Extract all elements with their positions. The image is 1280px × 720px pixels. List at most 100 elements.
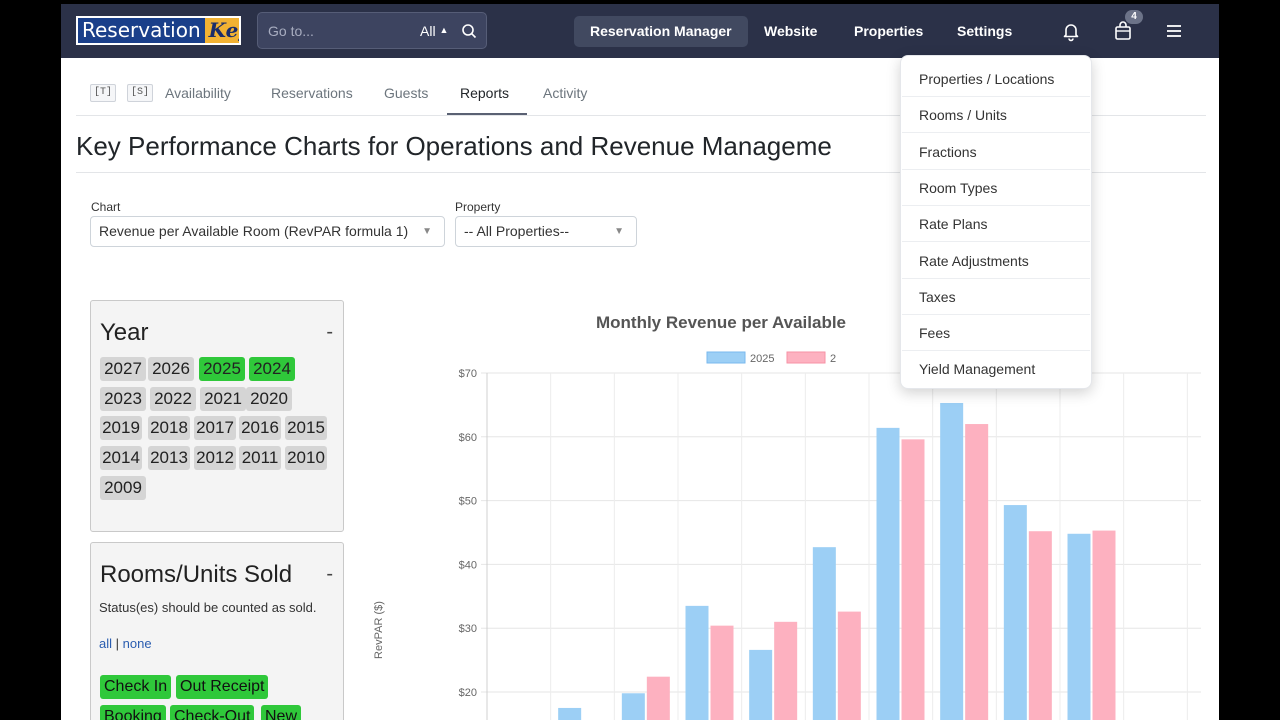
status-check-in[interactable]: Check In	[100, 675, 172, 699]
tab-reports[interactable]: Reports	[460, 85, 510, 101]
page-title: Key Performance Charts for Operations an…	[76, 131, 832, 161]
goto-scope-label: All	[420, 23, 436, 39]
bar-2024-7[interactable]	[901, 439, 925, 720]
menu-item-fees[interactable]: Fees	[902, 315, 1090, 352]
y-tick-label: $20	[459, 687, 477, 699]
chevron-down-icon: ▼	[614, 226, 624, 237]
section-tabs: [T] [S] Availability Reservations Guests…	[61, 58, 1219, 116]
chart-select[interactable]: Revenue per Available Room (RevPAR formu…	[90, 216, 445, 247]
menu-item-properties-locations[interactable]: Properties / Locations	[902, 61, 1090, 97]
tab-guests[interactable]: Guests	[384, 85, 429, 101]
select-all-link[interactable]: all	[99, 636, 113, 651]
divider	[76, 172, 1206, 173]
status-booking[interactable]: Booking	[100, 705, 166, 720]
y-tick-label: $30	[459, 623, 477, 635]
bar-2024-5[interactable]	[774, 621, 798, 720]
logo-text-part1: Reservation	[78, 18, 205, 43]
goto-scope-dropdown[interactable]: All ▲	[420, 23, 448, 39]
year-button-2021[interactable]: 2021	[200, 387, 246, 411]
revpar-bar-chart: Monthly Revenue per Available 2025 2 Rev…	[373, 313, 1201, 720]
year-button-2011[interactable]: 2011	[239, 446, 281, 470]
tab-reservations[interactable]: Reservations	[271, 85, 353, 101]
year-button-2013[interactable]: 2013	[148, 446, 190, 470]
bar-2024-10[interactable]	[1092, 530, 1116, 720]
menu-item-taxes[interactable]: Taxes	[902, 279, 1090, 315]
year-button-2015[interactable]: 2015	[285, 416, 327, 440]
shortcut-key-t: [T]	[90, 84, 117, 102]
menu-item-rate-plans[interactable]: Rate Plans	[902, 206, 1090, 243]
bar-2025-10[interactable]	[1067, 533, 1091, 720]
year-button-2017[interactable]: 2017	[194, 416, 236, 440]
menu-item-rate-adjustments[interactable]: Rate Adjustments	[902, 243, 1090, 279]
year-button-2018[interactable]: 2018	[148, 416, 190, 440]
nav-website[interactable]: Website	[764, 23, 818, 39]
year-panel-collapse-button[interactable]: -	[326, 321, 333, 343]
tab-availability[interactable]: Availability	[165, 85, 231, 101]
year-button-2025[interactable]: 2025	[199, 357, 245, 381]
bar-2025-8[interactable]	[940, 402, 964, 720]
bar-2024-9[interactable]	[1028, 531, 1052, 720]
menu-item-yield-management[interactable]: Yield Management	[919, 361, 1036, 378]
hamburger-menu-icon[interactable]	[1163, 20, 1185, 42]
status-new[interactable]: New	[261, 705, 302, 720]
units-panel-collapse-button[interactable]: -	[326, 563, 333, 585]
year-panel-title: Year	[100, 319, 149, 346]
search-icon[interactable]	[461, 23, 477, 39]
year-button-2026[interactable]: 2026	[148, 357, 194, 381]
cart-icon[interactable]	[1112, 20, 1134, 42]
cart-count-badge: 4	[1125, 10, 1143, 24]
bell-icon[interactable]	[1060, 20, 1082, 42]
year-button-2014[interactable]: 2014	[100, 446, 142, 470]
year-button-2024[interactable]: 2024	[249, 357, 295, 381]
menu-item-fractions[interactable]: Fractions	[902, 134, 1090, 170]
year-button-2012[interactable]: 2012	[194, 446, 236, 470]
menu-item-rooms-units[interactable]: Rooms / Units	[902, 97, 1090, 134]
logo-text-part2: Key	[204, 18, 239, 43]
legend-label-2024: 2	[830, 353, 836, 365]
y-tick-label: $40	[459, 559, 477, 571]
bar-2025-2[interactable]	[558, 707, 582, 720]
bar-2025-4[interactable]	[685, 605, 709, 720]
units-panel-title: Rooms/Units Sold	[100, 561, 293, 588]
year-button-2027[interactable]: 2027	[100, 357, 146, 381]
year-button-2009[interactable]: 2009	[100, 476, 146, 500]
shortcut-key-s: [S]	[127, 84, 154, 102]
chart-select-value: Revenue per Available Room (RevPAR formu…	[99, 223, 409, 239]
tab-activity[interactable]: Activity	[543, 85, 588, 101]
bar-2025-9[interactable]	[1003, 505, 1027, 720]
nav-reservation-manager[interactable]: Reservation Manager	[574, 16, 748, 47]
logo[interactable]: Reservation Key	[76, 16, 241, 45]
select-none-link[interactable]: none	[122, 636, 152, 651]
units-panel-description: Status(es) should be counted as sold.	[99, 600, 317, 615]
nav-settings[interactable]: Settings	[957, 23, 1013, 39]
units-sold-panel: Rooms/Units Sold - Status(es) should be …	[90, 542, 344, 720]
year-button-2019[interactable]: 2019	[100, 416, 142, 440]
link-separator: |	[115, 636, 120, 651]
y-tick-label: $50	[459, 496, 477, 508]
nav-properties[interactable]: Properties	[854, 23, 924, 39]
bar-2025-5[interactable]	[749, 649, 773, 720]
year-button-2016[interactable]: 2016	[239, 416, 281, 440]
chart-title: Monthly Revenue per Available	[596, 313, 846, 332]
year-button-2022[interactable]: 2022	[150, 387, 196, 411]
chart-select-label: Chart	[91, 200, 121, 214]
status-out-receipt[interactable]: Out Receipt	[176, 675, 269, 699]
chevron-down-icon: ▼	[422, 226, 432, 237]
year-button-2020[interactable]: 2020	[246, 387, 292, 411]
goto-input[interactable]	[268, 22, 408, 40]
year-panel: Year - 2027 2026 2025 2024 2023 2022 2021 2020 2…	[90, 300, 344, 532]
year-button-2023[interactable]: 2023	[100, 387, 146, 411]
year-button-2010[interactable]: 2010	[285, 446, 327, 470]
bar-2024-4[interactable]	[710, 625, 734, 720]
legend-swatch-2025	[706, 351, 746, 364]
property-select[interactable]: -- All Properties-- ▼	[455, 216, 637, 247]
status-check-out[interactable]: Check-Out	[170, 705, 255, 720]
bar-2024-6[interactable]	[837, 611, 861, 720]
bar-2024-3[interactable]	[646, 676, 670, 720]
bar-2025-6[interactable]	[812, 547, 836, 720]
bar-2024-8[interactable]	[965, 424, 989, 720]
y-axis-label: RevPAR ($)	[373, 601, 385, 659]
menu-item-room-types[interactable]: Room Types	[902, 170, 1090, 206]
bar-2025-3[interactable]	[621, 693, 645, 720]
bar-2025-7[interactable]	[876, 427, 900, 720]
